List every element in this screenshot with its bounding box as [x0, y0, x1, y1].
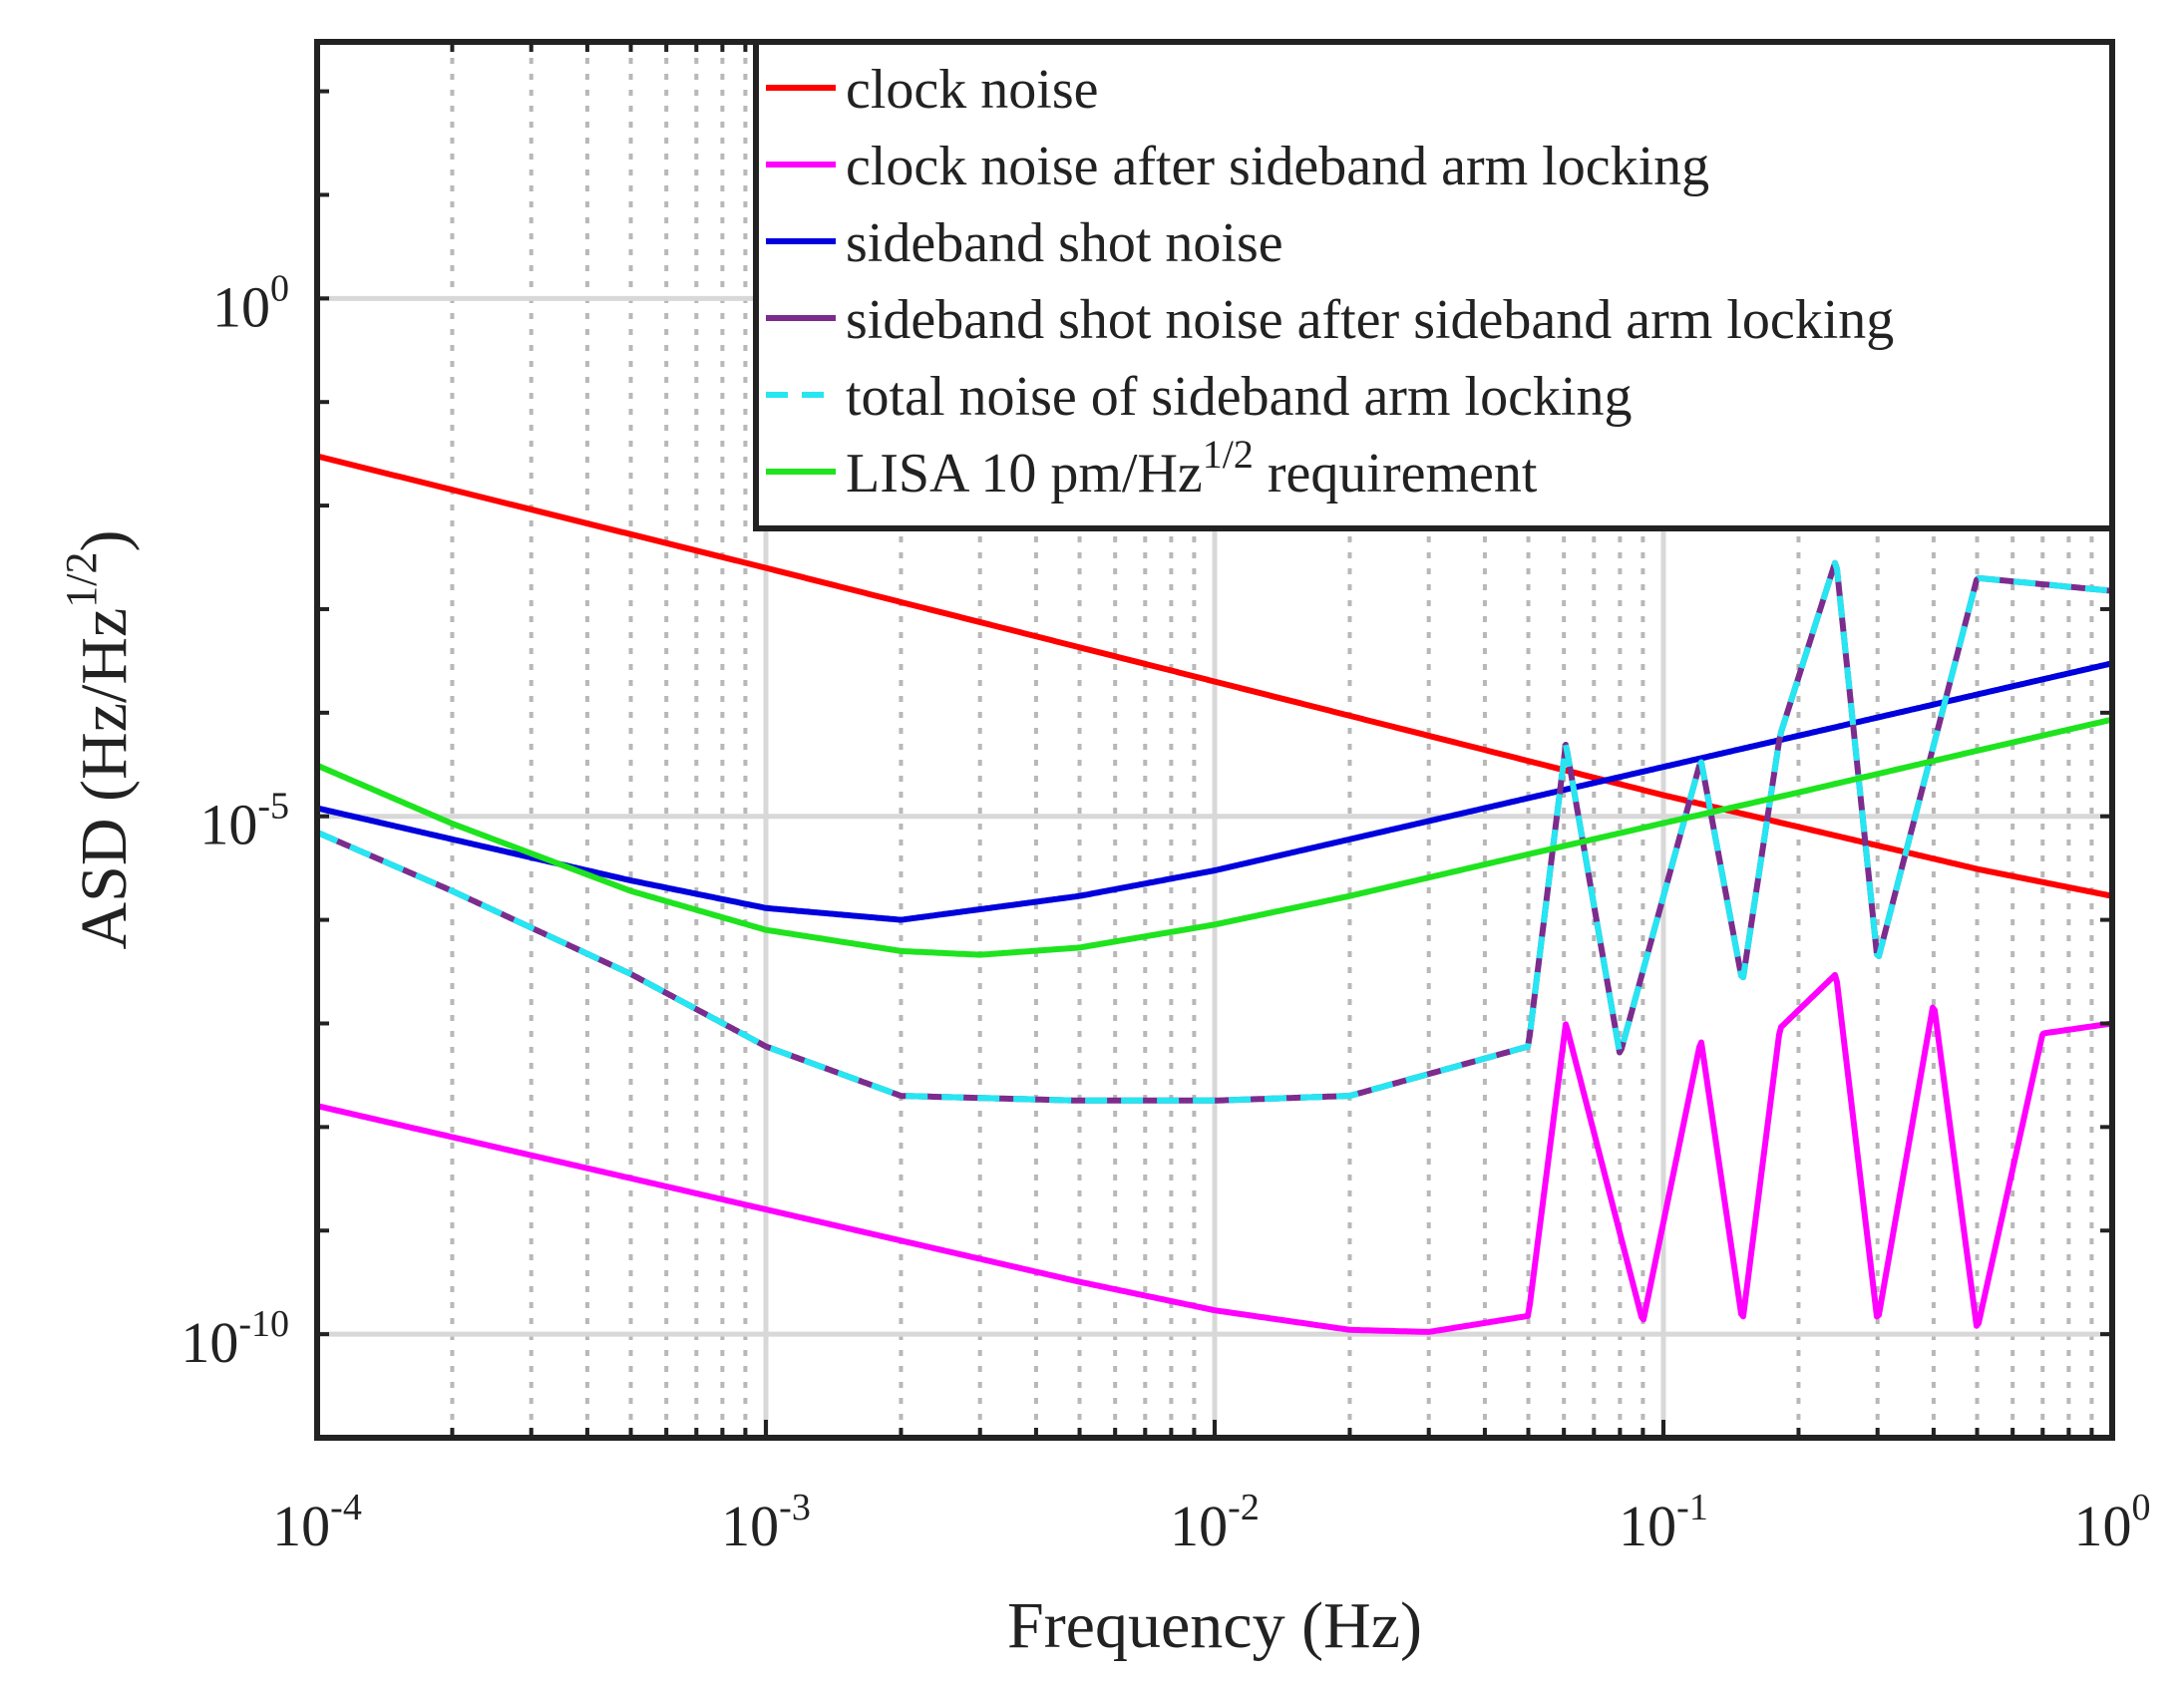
- legend: clock noise clock noise after sideband ar…: [753, 39, 2115, 531]
- series-layer: [315, 453, 2113, 1335]
- series-line-3: [316, 660, 2113, 923]
- x-axis-title: Frequency (Hz): [1007, 1589, 1422, 1662]
- y-axis-title-suffix: ): [68, 530, 141, 552]
- x-tick-base: 10: [1170, 1494, 1228, 1558]
- legend-label-exponent: 1/2: [1203, 432, 1254, 477]
- legend-label-suffix: requirement: [1254, 443, 1538, 505]
- legend-label-4: sideband shot noise after sideband arm l…: [846, 289, 1894, 351]
- x-tick-label: 10-2: [1170, 1487, 1260, 1558]
- x-tick-base: 10: [272, 1494, 330, 1558]
- y-tick-base: 10: [212, 274, 270, 339]
- y-tick-exponent: 0: [270, 267, 289, 309]
- x-tick-exponent: -3: [779, 1487, 811, 1528]
- y-tick-exponent: -10: [238, 1303, 289, 1345]
- x-tick-label: 100: [2074, 1487, 2151, 1558]
- legend-label-main: LISA 10 pm/Hz: [846, 443, 1203, 505]
- series-line-1: [316, 453, 2113, 899]
- x-tick-base: 10: [721, 1494, 779, 1558]
- x-tick-base: 10: [2074, 1494, 2132, 1558]
- y-tick-base: 10: [199, 793, 257, 857]
- y-tick-label: 100: [212, 267, 289, 339]
- y-axis-title-exponent: 1/2: [57, 551, 106, 607]
- legend-label-1: clock noise: [846, 59, 1098, 121]
- series-line-2: [316, 971, 2113, 1335]
- x-tick-labels: 10-4 10-3 10-2 10-1 100: [272, 1487, 2150, 1558]
- series-line-5: [315, 559, 2113, 1104]
- y-tick-label: 10-5: [199, 786, 289, 857]
- x-tick-label: 10-1: [1619, 1487, 1708, 1558]
- series-line-6: [315, 716, 2113, 958]
- y-tick-base: 10: [181, 1310, 238, 1375]
- x-tick-label: 10-3: [721, 1487, 811, 1558]
- x-tick-exponent: -1: [1676, 1487, 1708, 1528]
- y-axis-title: ASD (Hz/Hz1/2): [57, 530, 141, 950]
- y-tick-label: 10-10: [181, 1303, 289, 1375]
- x-tick-base: 10: [1619, 1494, 1676, 1558]
- legend-label-3: sideband shot noise: [846, 212, 1283, 274]
- y-axis-title-main: ASD (Hz/Hz: [68, 608, 141, 950]
- legend-box: [753, 39, 2115, 531]
- legend-label-5: total noise of sideband arm locking: [846, 366, 1632, 428]
- x-tick-exponent: 0: [2132, 1487, 2151, 1528]
- y-tick-exponent: -5: [257, 786, 289, 828]
- x-tick-exponent: -4: [330, 1487, 362, 1528]
- legend-label-6: LISA 10 pm/Hz1/2 requirement: [846, 432, 1538, 505]
- x-tick-exponent: -2: [1228, 1487, 1260, 1528]
- x-tick-label: 10-4: [272, 1487, 362, 1558]
- legend-label-2: clock noise after sideband arm locking: [846, 136, 1709, 197]
